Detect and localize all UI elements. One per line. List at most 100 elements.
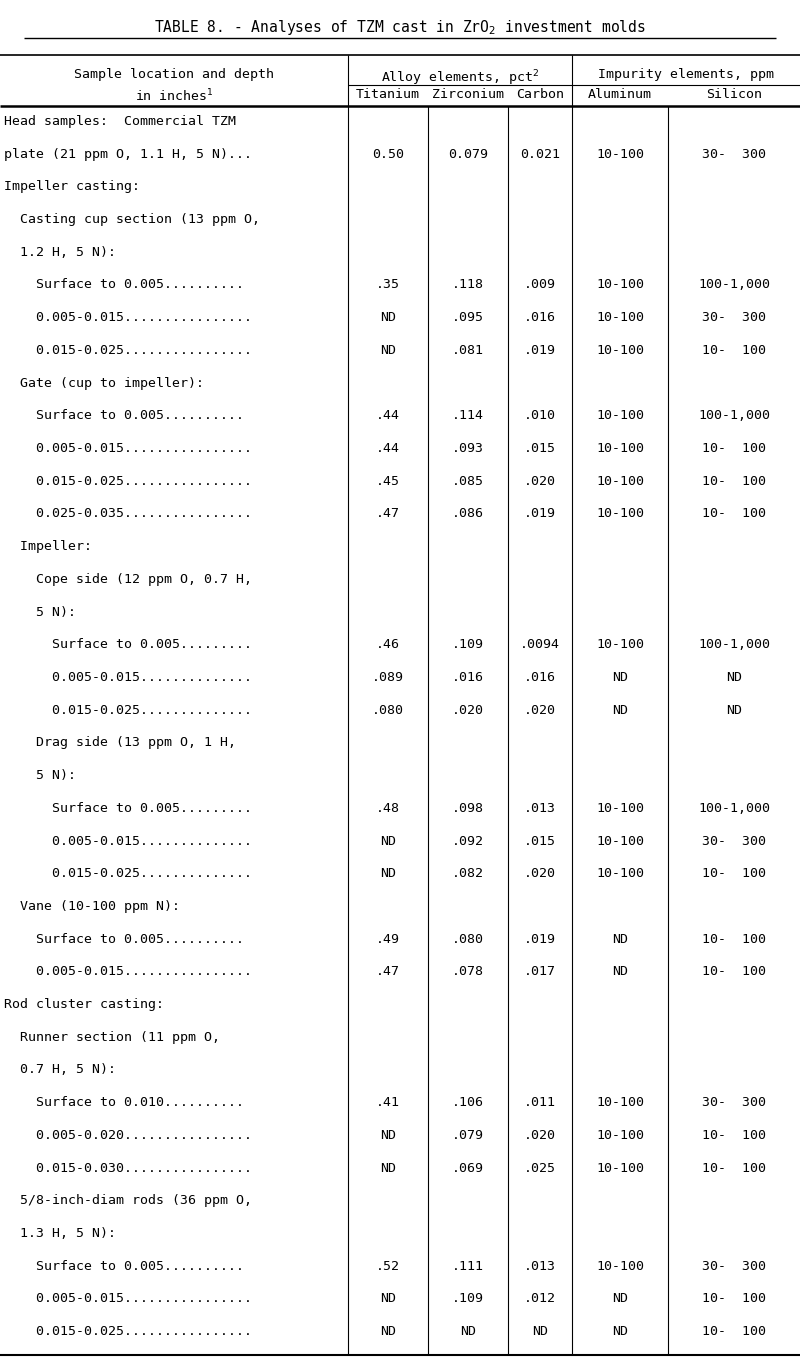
Text: 0.015-0.025................: 0.015-0.025................ — [4, 475, 252, 487]
Text: 0.005-0.015................: 0.005-0.015................ — [4, 1293, 252, 1305]
Text: .106: .106 — [452, 1096, 484, 1110]
Text: 0.015-0.030................: 0.015-0.030................ — [4, 1162, 252, 1175]
Text: 30-  300: 30- 300 — [702, 834, 766, 848]
Text: 0.005-0.015..............: 0.005-0.015.............. — [4, 834, 252, 848]
Text: .079: .079 — [452, 1129, 484, 1143]
Text: Surface to 0.005..........: Surface to 0.005.......... — [4, 932, 244, 946]
Text: ND: ND — [380, 311, 396, 324]
Text: Titanium: Titanium — [356, 87, 420, 101]
Text: 10-100: 10-100 — [596, 311, 644, 324]
Text: 10-  100: 10- 100 — [702, 442, 766, 455]
Text: 0.005-0.015..............: 0.005-0.015.............. — [4, 672, 252, 684]
Text: 0.005-0.015................: 0.005-0.015................ — [4, 311, 252, 324]
Text: ND: ND — [612, 1325, 628, 1338]
Text: .025: .025 — [524, 1162, 556, 1175]
Text: .020: .020 — [524, 704, 556, 717]
Text: .086: .086 — [452, 508, 484, 520]
Text: 0.015-0.025................: 0.015-0.025................ — [4, 344, 252, 356]
Text: 10-  100: 10- 100 — [702, 475, 766, 487]
Text: .012: .012 — [524, 1293, 556, 1305]
Text: .109: .109 — [452, 1293, 484, 1305]
Text: .44: .44 — [376, 410, 400, 422]
Text: 10-100: 10-100 — [596, 834, 644, 848]
Text: .109: .109 — [452, 639, 484, 651]
Text: .069: .069 — [452, 1162, 484, 1175]
Text: .017: .017 — [524, 965, 556, 979]
Text: 10-  100: 10- 100 — [702, 508, 766, 520]
Text: 0.015-0.025................: 0.015-0.025................ — [4, 1325, 252, 1338]
Text: Aluminum: Aluminum — [588, 87, 652, 101]
Text: Zirconium: Zirconium — [432, 87, 504, 101]
Text: .095: .095 — [452, 311, 484, 324]
Text: .011: .011 — [524, 1096, 556, 1110]
Text: .082: .082 — [452, 867, 484, 880]
Text: Gate (cup to impeller):: Gate (cup to impeller): — [4, 377, 204, 389]
Text: .019: .019 — [524, 344, 556, 356]
Text: Alloy elements, pct$^2$: Alloy elements, pct$^2$ — [381, 68, 539, 87]
Text: 5 N):: 5 N): — [4, 606, 76, 618]
Text: 1.2 H, 5 N):: 1.2 H, 5 N): — [4, 246, 116, 259]
Text: 30-  300: 30- 300 — [702, 1260, 766, 1272]
Text: .089: .089 — [372, 672, 404, 684]
Text: 0.025-0.035................: 0.025-0.035................ — [4, 508, 252, 520]
Text: Cope side (12 ppm O, 0.7 H,: Cope side (12 ppm O, 0.7 H, — [4, 573, 252, 586]
Text: ND: ND — [612, 1293, 628, 1305]
Text: .080: .080 — [452, 932, 484, 946]
Text: 0.005-0.015................: 0.005-0.015................ — [4, 965, 252, 979]
Text: 10-100: 10-100 — [596, 867, 644, 880]
Text: .111: .111 — [452, 1260, 484, 1272]
Text: .020: .020 — [524, 475, 556, 487]
Text: Impeller:: Impeller: — [4, 541, 92, 553]
Text: ND: ND — [380, 1325, 396, 1338]
Text: 0.079: 0.079 — [448, 147, 488, 161]
Text: 30-  300: 30- 300 — [702, 1096, 766, 1110]
Text: 1.3 H, 5 N):: 1.3 H, 5 N): — [4, 1227, 116, 1239]
Text: ND: ND — [612, 704, 628, 717]
Text: .020: .020 — [524, 1129, 556, 1143]
Text: ND: ND — [380, 867, 396, 880]
Text: ND: ND — [380, 834, 396, 848]
Text: 10-  100: 10- 100 — [702, 965, 766, 979]
Text: 10-100: 10-100 — [596, 475, 644, 487]
Text: .45: .45 — [376, 475, 400, 487]
Text: ND: ND — [612, 965, 628, 979]
Text: .020: .020 — [524, 867, 556, 880]
Text: 10-100: 10-100 — [596, 442, 644, 455]
Text: .47: .47 — [376, 965, 400, 979]
Text: 10-  100: 10- 100 — [702, 1293, 766, 1305]
Text: .118: .118 — [452, 278, 484, 292]
Text: .49: .49 — [376, 932, 400, 946]
Text: Surface to 0.010..........: Surface to 0.010.......... — [4, 1096, 244, 1110]
Text: 10-  100: 10- 100 — [702, 1325, 766, 1338]
Text: .015: .015 — [524, 834, 556, 848]
Text: ND: ND — [380, 1293, 396, 1305]
Text: Vane (10-100 ppm N):: Vane (10-100 ppm N): — [4, 900, 180, 913]
Text: 5/8-inch-diam rods (36 ppm O,: 5/8-inch-diam rods (36 ppm O, — [4, 1194, 252, 1207]
Text: Casting cup section (13 ppm O,: Casting cup section (13 ppm O, — [4, 213, 260, 227]
Text: .081: .081 — [452, 344, 484, 356]
Text: Rod cluster casting:: Rod cluster casting: — [4, 998, 164, 1011]
Text: .020: .020 — [452, 704, 484, 717]
Text: ND: ND — [726, 672, 742, 684]
Text: .016: .016 — [452, 672, 484, 684]
Text: Runner section (11 ppm O,: Runner section (11 ppm O, — [4, 1031, 220, 1044]
Text: .016: .016 — [524, 672, 556, 684]
Text: .019: .019 — [524, 932, 556, 946]
Text: .093: .093 — [452, 442, 484, 455]
Text: Surface to 0.005..........: Surface to 0.005.......... — [4, 410, 244, 422]
Text: 100-1,000: 100-1,000 — [698, 801, 770, 815]
Text: .019: .019 — [524, 508, 556, 520]
Text: .46: .46 — [376, 639, 400, 651]
Text: 10-100: 10-100 — [596, 410, 644, 422]
Text: .085: .085 — [452, 475, 484, 487]
Text: Silicon: Silicon — [706, 87, 762, 101]
Text: .013: .013 — [524, 801, 556, 815]
Text: ND: ND — [380, 1162, 396, 1175]
Text: 100-1,000: 100-1,000 — [698, 278, 770, 292]
Text: 10-100: 10-100 — [596, 147, 644, 161]
Text: 10-100: 10-100 — [596, 639, 644, 651]
Text: 0.7 H, 5 N):: 0.7 H, 5 N): — [4, 1063, 116, 1077]
Text: Head samples:  Commercial TZM: Head samples: Commercial TZM — [4, 115, 236, 128]
Text: plate (21 ppm O, 1.1 H, 5 N)...: plate (21 ppm O, 1.1 H, 5 N)... — [4, 147, 252, 161]
Text: 30-  300: 30- 300 — [702, 311, 766, 324]
